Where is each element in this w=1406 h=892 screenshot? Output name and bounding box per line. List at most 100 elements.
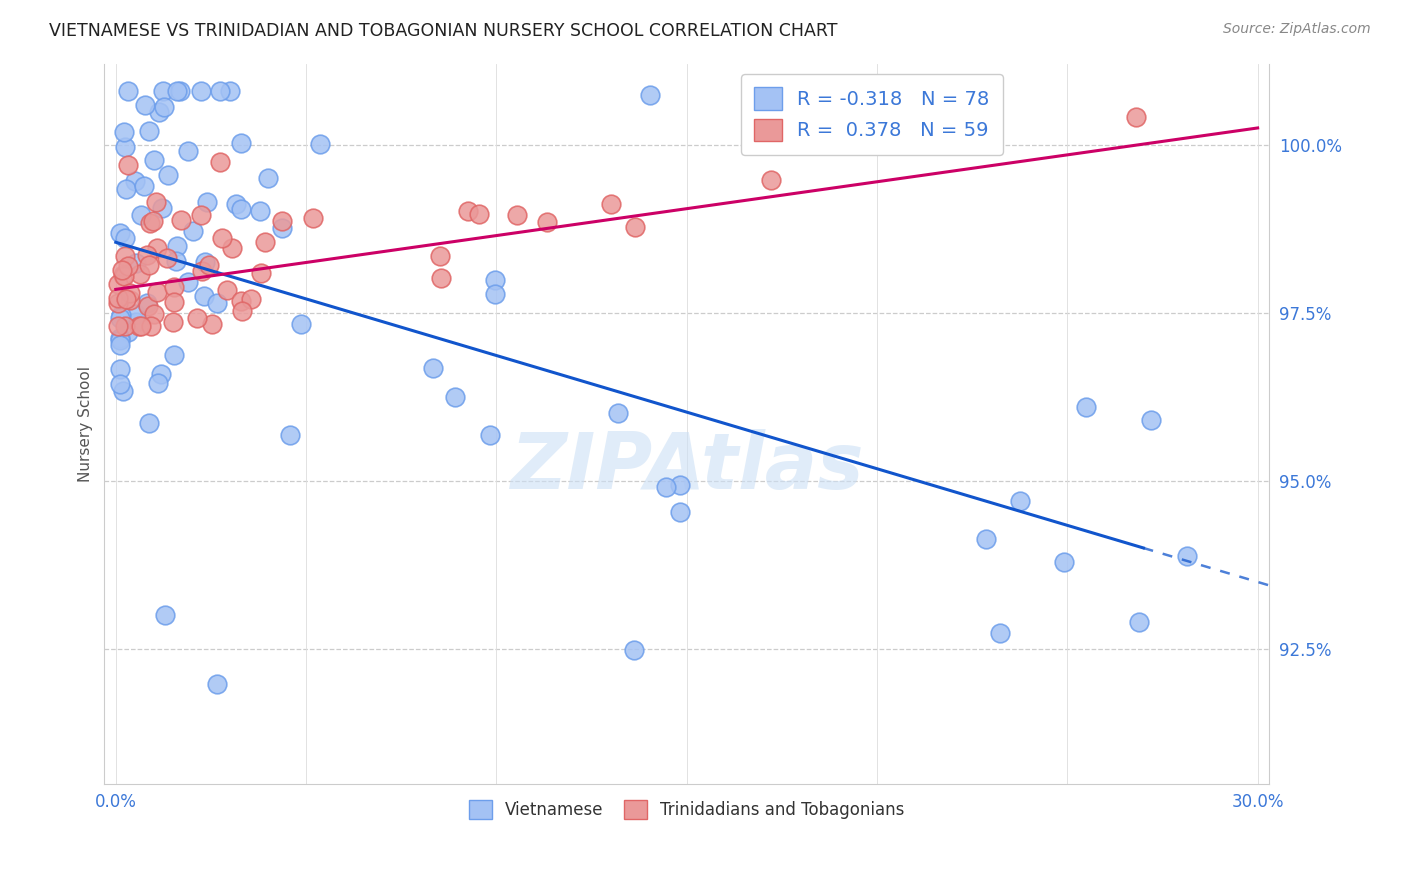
Point bbox=[156, 251, 179, 265]
Point bbox=[114, 231, 136, 245]
Point bbox=[1052, 555, 1074, 569]
Point bbox=[240, 292, 263, 306]
Point bbox=[156, 168, 179, 182]
Point bbox=[429, 249, 451, 263]
Point bbox=[169, 84, 191, 98]
Point bbox=[108, 362, 131, 376]
Point bbox=[600, 197, 623, 211]
Point bbox=[457, 204, 479, 219]
Point bbox=[142, 153, 165, 167]
Point bbox=[118, 285, 141, 300]
Point bbox=[270, 213, 292, 227]
Point bbox=[125, 307, 148, 321]
Point bbox=[141, 319, 163, 334]
Point bbox=[302, 211, 325, 225]
Point bbox=[536, 215, 558, 229]
Point bbox=[118, 293, 141, 307]
Legend: Vietnamese, Trinidadians and Tobagonians: Vietnamese, Trinidadians and Tobagonians bbox=[463, 793, 911, 826]
Point bbox=[146, 376, 169, 390]
Point bbox=[117, 84, 139, 98]
Point bbox=[138, 416, 160, 430]
Point bbox=[974, 532, 997, 546]
Point bbox=[271, 221, 294, 235]
Point bbox=[231, 303, 253, 318]
Point bbox=[1128, 615, 1150, 629]
Point bbox=[107, 296, 129, 310]
Point bbox=[183, 223, 205, 237]
Point bbox=[177, 144, 200, 158]
Point bbox=[624, 219, 647, 234]
Point bbox=[139, 216, 162, 230]
Point bbox=[128, 267, 150, 281]
Point bbox=[166, 84, 188, 98]
Point bbox=[209, 154, 232, 169]
Point bbox=[138, 258, 160, 272]
Point bbox=[143, 307, 166, 321]
Point bbox=[190, 84, 212, 98]
Point bbox=[163, 348, 186, 362]
Point bbox=[136, 248, 159, 262]
Point bbox=[166, 239, 188, 253]
Point bbox=[145, 241, 167, 255]
Point bbox=[163, 279, 186, 293]
Point bbox=[201, 317, 224, 331]
Y-axis label: Nursery School: Nursery School bbox=[79, 366, 93, 482]
Point bbox=[107, 291, 129, 305]
Point bbox=[114, 181, 136, 195]
Point bbox=[108, 331, 131, 345]
Point bbox=[152, 84, 174, 98]
Point bbox=[138, 124, 160, 138]
Point bbox=[146, 285, 169, 300]
Point bbox=[163, 294, 186, 309]
Point bbox=[191, 263, 214, 277]
Point bbox=[177, 276, 200, 290]
Point bbox=[229, 294, 252, 309]
Point bbox=[108, 311, 131, 326]
Point bbox=[655, 480, 678, 494]
Point bbox=[290, 318, 312, 332]
Point bbox=[108, 227, 131, 241]
Point bbox=[783, 102, 806, 116]
Point bbox=[145, 194, 167, 209]
Point bbox=[114, 249, 136, 263]
Point bbox=[132, 178, 155, 193]
Point bbox=[117, 260, 139, 274]
Point bbox=[422, 360, 444, 375]
Point bbox=[115, 292, 138, 306]
Point bbox=[205, 296, 228, 310]
Point bbox=[207, 677, 229, 691]
Point bbox=[107, 277, 129, 291]
Point bbox=[114, 319, 136, 334]
Point bbox=[108, 377, 131, 392]
Point bbox=[111, 268, 134, 283]
Point bbox=[211, 231, 233, 245]
Point bbox=[136, 299, 159, 313]
Point bbox=[149, 367, 172, 381]
Point bbox=[1076, 400, 1098, 414]
Point bbox=[623, 643, 645, 657]
Point bbox=[193, 255, 215, 269]
Point bbox=[128, 319, 150, 334]
Point bbox=[124, 255, 146, 269]
Point bbox=[225, 197, 247, 211]
Point bbox=[1008, 494, 1031, 508]
Point bbox=[195, 194, 218, 209]
Point bbox=[153, 608, 176, 623]
Point bbox=[165, 253, 187, 268]
Point bbox=[114, 140, 136, 154]
Point bbox=[484, 273, 506, 287]
Point bbox=[229, 136, 252, 150]
Point bbox=[107, 319, 129, 334]
Point bbox=[170, 212, 193, 227]
Point bbox=[229, 202, 252, 217]
Point bbox=[759, 172, 782, 186]
Point bbox=[162, 315, 184, 329]
Point bbox=[249, 204, 271, 219]
Point bbox=[131, 319, 153, 334]
Point bbox=[669, 505, 692, 519]
Point bbox=[668, 478, 690, 492]
Point bbox=[150, 202, 173, 216]
Point bbox=[221, 242, 243, 256]
Point bbox=[444, 390, 467, 404]
Point bbox=[506, 208, 529, 222]
